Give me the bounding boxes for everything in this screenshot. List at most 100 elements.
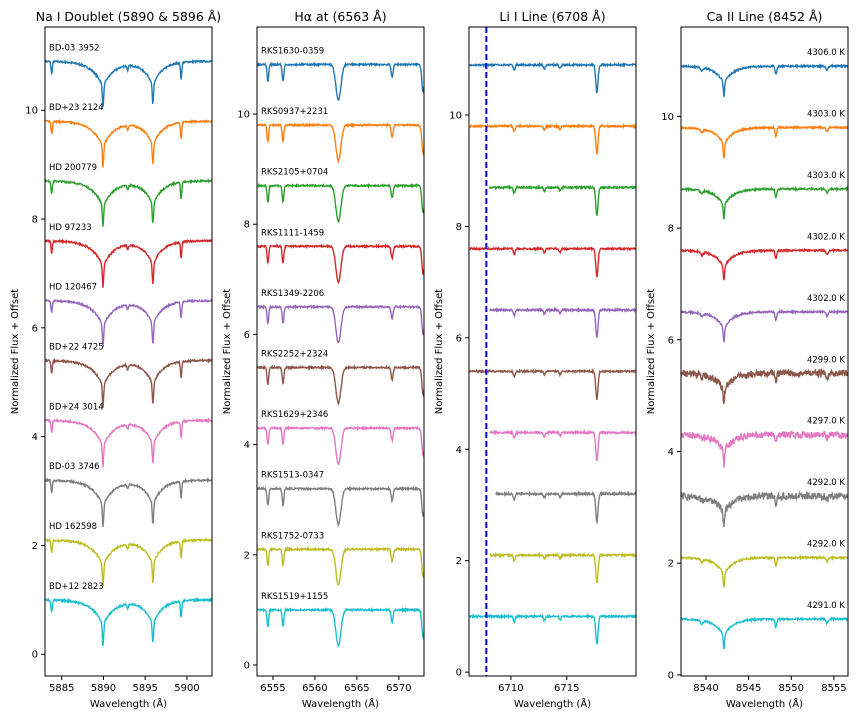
y-axis-label: Normalized Flux + Offset (222, 289, 233, 415)
x-tick-label: 5895 (132, 683, 157, 694)
y-tick-label: 0 (456, 668, 462, 679)
y-tick-label: 2 (456, 556, 462, 567)
spectrum-line-7 (489, 429, 636, 462)
y-tick-label: 10 (661, 112, 674, 123)
x-tick-label: 6555 (260, 683, 285, 694)
spectrum-line-6 (257, 364, 424, 406)
y-tick-label: 10 (237, 110, 250, 121)
spectrum-line-9 (257, 545, 424, 586)
series-label: 4297.0 K (807, 417, 845, 427)
series-label: 4292.0 K (807, 478, 845, 488)
y-tick-label: 4 (32, 432, 38, 443)
spectrum-line-3 (45, 177, 212, 227)
x-axis-label: Wavelength (Å) (726, 697, 803, 710)
spectrum-line-2 (469, 122, 636, 155)
series-label: BD+12 2823 (49, 582, 104, 592)
spectrum-line-4 (45, 238, 212, 288)
spectrum-line-10 (45, 597, 212, 647)
spectrum-line-2 (45, 118, 212, 168)
series-label: BD-03 3952 (49, 43, 100, 53)
spectrum-line-1 (45, 58, 212, 108)
spectrum-line-10 (469, 612, 636, 645)
series-label: BD+24 3014 (49, 402, 104, 412)
y-tick-label: 6 (456, 333, 462, 344)
spectrum-line-4 (257, 243, 424, 284)
y-tick-label: 6 (32, 323, 38, 334)
y-tick-label: 6 (668, 335, 674, 346)
spectrum-line-7 (45, 417, 212, 468)
subplot-title: Hα at (6563 Å) (294, 9, 386, 24)
plot-area (45, 58, 212, 647)
y-tick-label: 8 (456, 222, 462, 233)
series-label: 4302.0 K (807, 294, 845, 304)
spectrum-line-8 (495, 490, 636, 525)
spectrum-line-10 (257, 606, 424, 648)
x-tick-label: 5885 (49, 683, 74, 694)
y-tick-label: 4 (244, 440, 250, 451)
series-label: HD 120467 (49, 283, 97, 293)
spectrum-line-1 (257, 61, 424, 101)
y-tick-label: 4 (456, 445, 462, 456)
spectrum-line-8 (45, 477, 212, 528)
series-label: BD+22 4725 (49, 342, 104, 352)
spectrum-line-5 (257, 304, 424, 344)
x-tick-label: 8540 (693, 683, 718, 694)
plot-area (681, 62, 848, 650)
x-axis-label: Wavelength (Å) (302, 697, 379, 710)
series-label: 4292.0 K (807, 540, 845, 550)
y-tick-label: 10 (25, 106, 38, 117)
series-label: RKS1630-0359 (261, 46, 324, 56)
spectrum-line-8 (257, 485, 424, 527)
x-tick-label: 6570 (386, 683, 411, 694)
axes-frame (680, 26, 849, 677)
series-label: BD+23 2124 (49, 103, 104, 113)
series-label: BD-03 3746 (49, 462, 100, 472)
spectrum-line-7 (257, 424, 424, 466)
y-tick-label: 8 (668, 224, 674, 235)
spectrum-line-6 (469, 367, 636, 401)
spectrum-line-6 (45, 357, 212, 408)
series-label: RKS1349-2206 (261, 289, 324, 299)
x-tick-label: 6710 (498, 683, 523, 694)
axes-frame (256, 26, 425, 677)
series-label: RKS2105+0704 (261, 168, 328, 178)
x-tick-label: 8545 (736, 683, 761, 694)
subplot-1: Na I Doublet (5890 & 5896 Å) BD-03 3952 BD… (10, 9, 221, 710)
series-label: RKS1519+1155 (261, 592, 328, 602)
subplot-title: Na I Doublet (5890 & 5896 Å) (36, 9, 221, 24)
axes-frame (468, 26, 637, 677)
x-tick-label: 8555 (821, 683, 846, 694)
series-label: RKS1629+2346 (261, 410, 328, 420)
y-axis-label: Normalized Flux + Offset (10, 289, 21, 415)
series-label: RKS1752-0733 (261, 531, 324, 541)
spectrum-line-3 (681, 185, 848, 220)
spectrum-line-5 (681, 308, 848, 343)
spectrum-line-9 (489, 551, 636, 584)
axes-frame (44, 26, 213, 677)
y-tick-label: 6 (244, 330, 250, 341)
spectrum-line-1 (469, 61, 636, 94)
series-label: 4291.0 K (807, 601, 845, 611)
subplot-title: Li I Line (6708 Å) (499, 9, 605, 24)
subplot-3: Li I Line (6708 Å) 6710 6715 0 2 4 6 8 10 Wavelen… (434, 9, 637, 710)
spectrum-line-5 (489, 306, 636, 338)
subplot-4: Ca II Line (8452 Å) 4306.0 K 4303.0 K 4303.… (646, 9, 849, 710)
series-label: 4299.0 K (807, 355, 845, 365)
spectrum-line-6 (681, 367, 848, 404)
series-label: 4306.0 K (807, 48, 845, 58)
spectrum-line-7 (681, 430, 848, 468)
spectrum-line-4 (681, 247, 848, 281)
x-axis-label: Wavelength (Å) (90, 697, 167, 710)
subplot-title: Ca II Line (8452 Å) (707, 9, 823, 24)
x-tick-label: 6715 (554, 683, 579, 694)
spectrum-line-5 (45, 298, 212, 348)
y-axis-label: Normalized Flux + Offset (434, 289, 445, 415)
spectrum-line-2 (257, 121, 424, 164)
spectrum-line-9 (681, 554, 848, 588)
y-tick-label: 8 (32, 215, 38, 226)
series-label: HD 162598 (49, 522, 97, 532)
spectrum-line-2 (681, 124, 848, 159)
series-label: HD 200779 (49, 163, 97, 173)
y-tick-label: 10 (449, 111, 462, 122)
